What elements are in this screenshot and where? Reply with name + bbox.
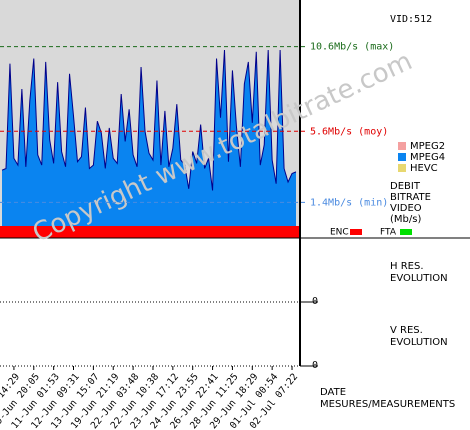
area <box>2 50 296 226</box>
legend-label: MPEG2 <box>410 141 445 152</box>
legend-label: HEVC <box>410 163 438 174</box>
y-axis-label: DEBIT BITRATE VIDEO (Mb/s) <box>390 181 431 225</box>
panel-title: H RES. EVOLUTION <box>390 261 448 284</box>
panel-title: V RES. EVOLUTION <box>390 325 448 348</box>
panel-tick-label: 0 <box>312 360 318 371</box>
flag-swatch <box>400 229 412 235</box>
legend-swatch <box>398 164 406 172</box>
flag-swatch <box>350 229 362 235</box>
legend-swatch <box>398 153 406 161</box>
vid-label: VID:512 <box>390 14 432 25</box>
status-bar <box>0 226 300 238</box>
flag-label: ENC <box>330 228 349 238</box>
ref-label: 5.6Mb/s (moy) <box>310 126 388 137</box>
flag-label: FTA <box>380 228 397 238</box>
ref-label: 10.6Mb/s (max) <box>310 42 394 53</box>
panel-tick-label: 0 <box>312 296 318 307</box>
legend-label: MPEG4 <box>410 152 445 163</box>
legend-swatch <box>398 142 406 150</box>
x-axis-label: DATE MESURES/MEASUREMENTS <box>320 387 455 410</box>
ref-label: 1.4Mb/s (min) <box>310 197 388 208</box>
area-outline <box>1 50 297 191</box>
